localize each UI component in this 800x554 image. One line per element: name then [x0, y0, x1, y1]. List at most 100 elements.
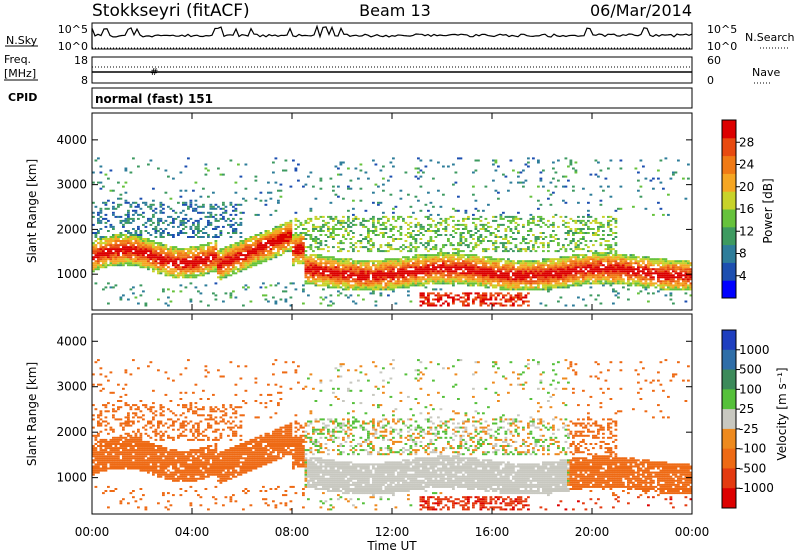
- power-cell: [129, 256, 133, 259]
- power-cell: [324, 274, 328, 277]
- power-cell: [439, 258, 443, 261]
- power-cell: [119, 240, 123, 242]
- power-cell: [492, 304, 495, 307]
- power-cell: [569, 272, 573, 275]
- power-cell: [479, 260, 483, 263]
- power-cell: [459, 300, 463, 303]
- power-cell: [269, 248, 273, 251]
- power-cell: [642, 268, 645, 271]
- power-cell: [489, 274, 493, 277]
- power-cell: [442, 302, 445, 305]
- power-cell: [137, 264, 140, 267]
- power-cell: [484, 223, 488, 226]
- power-cell: [414, 256, 418, 259]
- power-cell: [242, 197, 245, 200]
- power-cell: [452, 248, 455, 251]
- power-cell: [247, 252, 250, 255]
- power-cell: [409, 274, 413, 277]
- power-cell: [217, 258, 220, 261]
- power-cell: [244, 240, 248, 242]
- power-cell: [484, 276, 488, 279]
- power-cell: [457, 298, 460, 301]
- power-cell: [317, 248, 320, 251]
- power-cell: [229, 248, 233, 251]
- power-cell: [517, 211, 520, 214]
- power-cell: [334, 286, 338, 289]
- power-cell: [427, 223, 430, 226]
- power-cell: [352, 272, 355, 275]
- power-cell: [509, 219, 513, 222]
- power-cell: [602, 234, 605, 236]
- power-cell: [484, 217, 488, 220]
- power-cell: [234, 254, 238, 257]
- power-cell: [459, 234, 463, 236]
- power-cell: [572, 238, 575, 240]
- power-cell: [154, 248, 158, 251]
- power-cell: [94, 252, 98, 255]
- power-cell: [124, 217, 128, 220]
- power-cell: [499, 298, 503, 301]
- power-cell: [442, 282, 445, 285]
- power-cell: [402, 284, 405, 287]
- power-cell: [207, 221, 210, 224]
- power-cell: [452, 282, 455, 285]
- power-cell: [477, 268, 480, 271]
- power-cell: [124, 236, 128, 238]
- power-cell: [607, 282, 610, 285]
- power-cell: [472, 280, 475, 283]
- power-cell: [102, 217, 105, 220]
- power-cell: [459, 256, 463, 259]
- power-cell: [464, 276, 468, 279]
- power-cell: [377, 248, 380, 251]
- power-cell: [427, 266, 430, 269]
- power-cell: [537, 288, 540, 291]
- power-cell: [299, 236, 303, 238]
- power-cell: [159, 248, 163, 251]
- power-cell: [167, 296, 170, 299]
- power-cell: [187, 252, 190, 255]
- power-cell: [507, 240, 510, 242]
- power-cell: [519, 264, 523, 267]
- power-cell: [442, 276, 445, 279]
- power-cell: [577, 254, 580, 257]
- power-cell: [484, 286, 488, 289]
- power-cell: [522, 185, 525, 188]
- power-cell: [569, 230, 573, 232]
- power-cell: [499, 276, 503, 279]
- power-cell: [607, 252, 610, 255]
- power-cell: [482, 260, 485, 263]
- power-cell: [564, 248, 568, 251]
- power-cell: [329, 260, 333, 263]
- power-cell: [542, 286, 545, 289]
- power-cell: [114, 234, 118, 236]
- power-cell: [419, 268, 423, 271]
- power-cell: [382, 232, 385, 234]
- power-cell: [222, 215, 225, 218]
- power-cell: [187, 260, 190, 263]
- power-cell: [227, 217, 230, 220]
- power-cell: [444, 228, 448, 230]
- power-cell: [509, 242, 513, 245]
- power-cell: [527, 268, 530, 271]
- power-cell: [172, 260, 175, 263]
- power-cell: [287, 236, 290, 238]
- power-cell: [612, 260, 615, 263]
- power-cell: [144, 244, 148, 247]
- power-cell: [474, 242, 478, 245]
- power-cell: [217, 256, 220, 259]
- power-cell: [439, 223, 443, 226]
- power-cell: [509, 304, 513, 307]
- power-cell: [294, 223, 298, 226]
- power-cell: [479, 223, 483, 226]
- power-cell: [92, 262, 95, 265]
- power-cell: [197, 274, 200, 277]
- power-cell: [324, 223, 328, 226]
- power-cell: [307, 294, 310, 297]
- power-cell: [124, 258, 128, 261]
- power-cell: [152, 252, 155, 255]
- power-cell: [612, 258, 615, 261]
- power-cell: [139, 242, 143, 245]
- power-cell: [149, 256, 153, 259]
- power-cell: [519, 274, 523, 277]
- freq-label-line1: Freq.: [4, 53, 31, 66]
